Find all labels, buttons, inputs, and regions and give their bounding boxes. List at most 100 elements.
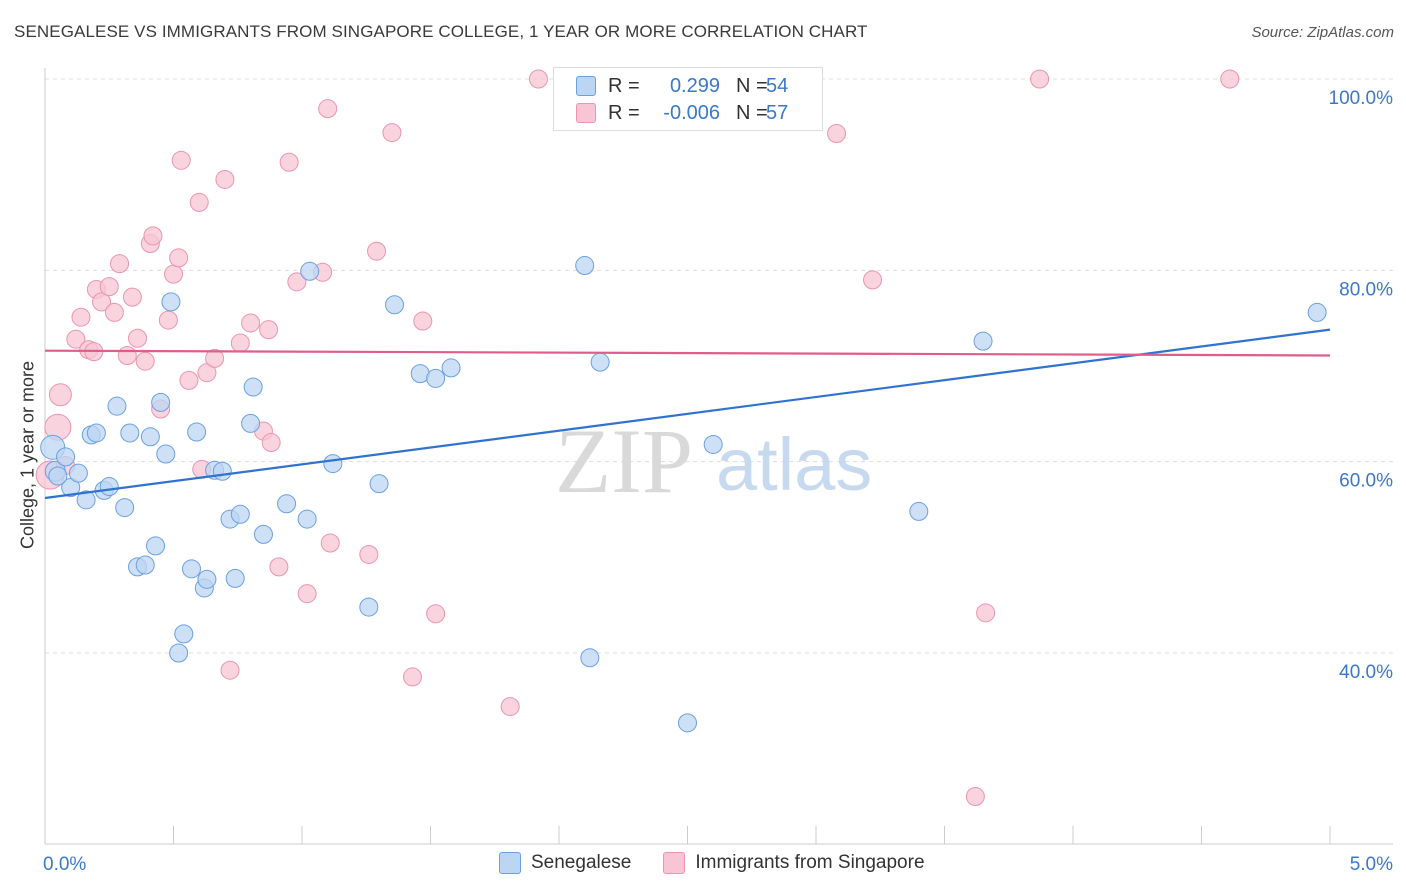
point-singapore — [500, 697, 520, 717]
legend-item-singapore[interactable]: Immigrants from Singapore — [663, 852, 925, 874]
point-singapore — [426, 604, 446, 624]
point-senegalese — [161, 292, 181, 312]
point-senegalese — [140, 427, 160, 447]
point-senegalese — [909, 501, 929, 521]
point-senegalese — [973, 331, 993, 351]
y-tick-label: 100.0% — [1329, 88, 1394, 109]
point-senegalese — [156, 444, 176, 464]
point-senegalese — [575, 256, 595, 276]
point-senegalese — [253, 524, 273, 544]
point-singapore — [117, 345, 137, 365]
point-singapore — [318, 99, 338, 119]
point-singapore — [297, 584, 317, 604]
n-label: N = — [736, 74, 768, 97]
trend-lines — [44, 328, 1331, 500]
stats-legend: R = 0.299 N = 54 R = -0.006 N = 57 — [553, 67, 823, 131]
tick-labels: 40.0% 60.0% 80.0% 100.0% 0.0% 5.0% — [43, 88, 1393, 875]
point-singapore — [241, 313, 261, 333]
point-singapore — [169, 248, 189, 268]
x-tick-label: 5.0% — [1350, 854, 1393, 875]
point-senegalese — [323, 454, 343, 474]
point-singapore — [367, 241, 387, 261]
point-senegalese — [212, 461, 232, 481]
point-singapore — [128, 328, 148, 348]
point-singapore — [382, 123, 402, 143]
point-senegalese — [187, 422, 207, 442]
point-senegalese — [300, 261, 320, 281]
point-singapore — [158, 310, 178, 330]
point-senegalese — [99, 477, 119, 497]
point-senegalese — [197, 569, 217, 589]
point-singapore — [171, 150, 191, 170]
point-singapore — [320, 533, 340, 553]
point-senegalese — [277, 494, 297, 514]
data-points — [35, 69, 1327, 806]
point-singapore — [261, 433, 281, 453]
point-singapore — [528, 69, 548, 89]
point-singapore — [976, 603, 996, 623]
y-axis-label: College, 1 year or more — [17, 360, 38, 550]
point-senegalese — [174, 624, 194, 644]
point-singapore — [164, 264, 183, 284]
point-singapore — [189, 192, 209, 212]
r-label: R = — [608, 101, 640, 124]
point-senegalese — [1307, 302, 1327, 322]
y-tick-label: 40.0% — [1339, 662, 1393, 683]
swatch-senegalese — [576, 76, 596, 96]
point-singapore — [71, 307, 91, 327]
point-senegalese — [241, 413, 261, 433]
point-senegalese — [243, 377, 263, 397]
series-legend: Senegalese Immigrants from Singapore — [499, 852, 957, 874]
stats-row-senegalese: R = 0.299 N = 54 — [576, 73, 788, 99]
point-singapore — [827, 124, 847, 144]
point-singapore — [110, 254, 130, 274]
point-singapore — [259, 320, 279, 340]
point-singapore — [66, 329, 86, 349]
r-value: 0.299 — [669, 74, 720, 97]
swatch-singapore — [576, 103, 596, 123]
n-value: 54 — [766, 74, 789, 97]
point-senegalese — [181, 559, 201, 579]
point-singapore — [99, 277, 119, 297]
point-senegalese — [151, 392, 171, 412]
point-senegalese — [297, 509, 317, 529]
point-singapore — [1220, 69, 1240, 89]
point-senegalese — [385, 295, 405, 315]
point-senegalese — [48, 466, 68, 486]
point-senegalese — [68, 463, 88, 483]
point-senegalese — [369, 474, 389, 494]
grid-lines — [45, 78, 1393, 654]
point-senegalese — [590, 352, 610, 372]
stats-row-singapore: R = -0.006 N = 57 — [576, 100, 788, 126]
source-label: Source: ZipAtlas.com — [1251, 24, 1394, 41]
point-senegalese — [135, 555, 155, 575]
point-singapore — [179, 370, 199, 390]
trend-line-senegalese — [44, 328, 1331, 500]
point-senegalese — [120, 423, 140, 443]
point-singapore — [1030, 69, 1050, 89]
chart-title: SENEGALESE VS IMMIGRANTS FROM SINGAPORE … — [14, 22, 868, 41]
point-singapore — [48, 383, 72, 407]
point-senegalese — [169, 643, 189, 663]
watermark-atlas: atlas — [716, 423, 872, 506]
point-singapore — [205, 348, 225, 368]
legend-swatch-senegalese — [499, 852, 521, 874]
y-tick-label: 80.0% — [1339, 279, 1393, 300]
legend-item-senegalese[interactable]: Senegalese — [499, 852, 631, 874]
point-singapore — [220, 660, 240, 680]
point-senegalese — [678, 713, 697, 733]
point-singapore — [92, 292, 112, 312]
n-label: N = — [736, 101, 768, 124]
point-senegalese — [359, 597, 379, 617]
point-senegalese — [441, 358, 461, 378]
r-label: R = — [608, 74, 640, 97]
point-senegalese — [56, 447, 76, 467]
point-singapore — [359, 544, 379, 564]
x-tick-label: 0.0% — [43, 854, 86, 875]
point-singapore — [403, 667, 423, 687]
n-value: 57 — [766, 101, 789, 124]
y-tick-label: 60.0% — [1339, 471, 1393, 492]
watermark: ZIP atlas — [555, 410, 872, 512]
point-senegalese — [146, 536, 166, 556]
